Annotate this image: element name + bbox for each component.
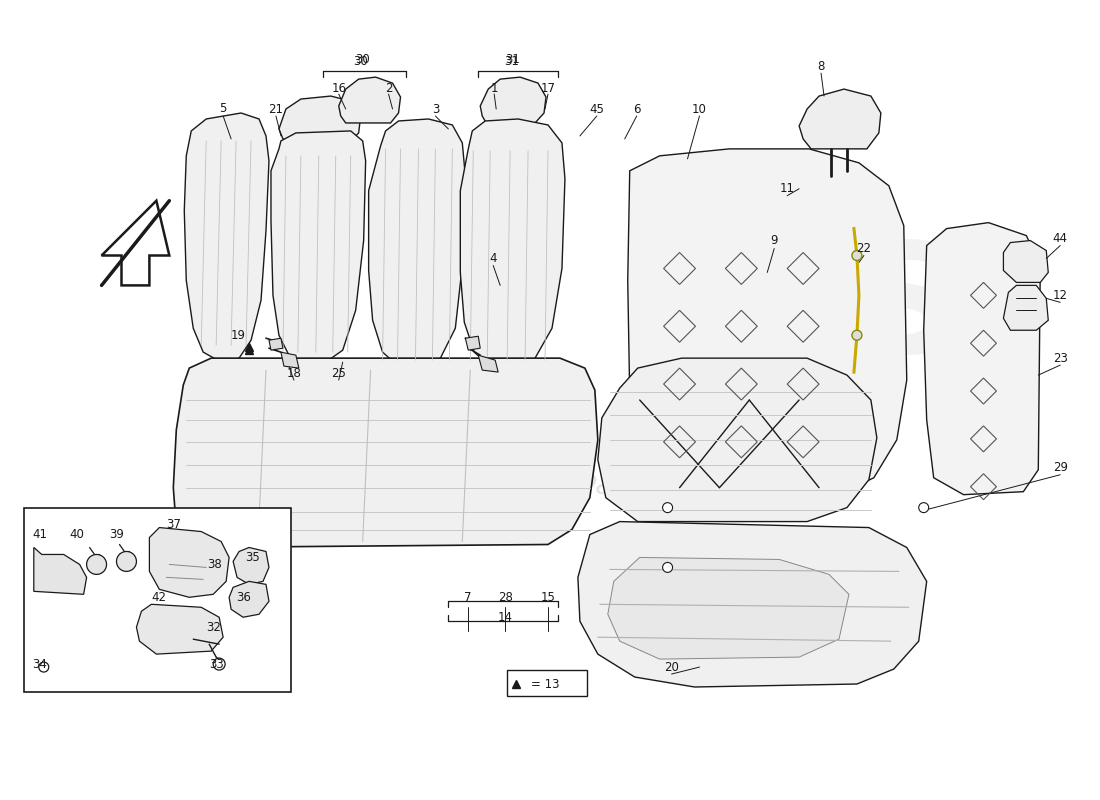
Text: 14: 14 — [497, 610, 513, 624]
Text: 18: 18 — [286, 366, 301, 379]
Polygon shape — [460, 119, 565, 368]
Circle shape — [918, 502, 928, 513]
Text: 8: 8 — [817, 60, 825, 73]
Text: 40: 40 — [69, 528, 84, 541]
Text: 29: 29 — [1053, 462, 1068, 474]
Text: 9: 9 — [770, 234, 778, 247]
Circle shape — [662, 502, 672, 513]
Text: 28: 28 — [497, 591, 513, 604]
Text: S: S — [854, 236, 964, 385]
Polygon shape — [101, 201, 169, 286]
Text: 22: 22 — [857, 242, 871, 255]
Text: 17: 17 — [540, 82, 556, 94]
Polygon shape — [150, 527, 229, 598]
Text: 12: 12 — [1053, 289, 1068, 302]
Polygon shape — [578, 522, 926, 687]
Text: 33: 33 — [209, 658, 223, 670]
Circle shape — [213, 658, 226, 670]
Text: 23: 23 — [1053, 352, 1068, 365]
Polygon shape — [368, 119, 465, 368]
Text: 19: 19 — [231, 329, 245, 342]
Text: 21: 21 — [268, 102, 284, 115]
Polygon shape — [229, 582, 270, 618]
Text: 25: 25 — [331, 366, 346, 379]
Bar — [24, 508, 290, 692]
Polygon shape — [608, 558, 849, 659]
Polygon shape — [478, 355, 498, 372]
Text: 6: 6 — [632, 102, 640, 115]
Polygon shape — [136, 604, 223, 654]
Text: 36: 36 — [236, 591, 252, 604]
Polygon shape — [280, 352, 299, 368]
Polygon shape — [628, 149, 906, 494]
Text: 7: 7 — [463, 591, 471, 604]
Text: 31: 31 — [504, 54, 518, 68]
Text: 30: 30 — [355, 53, 370, 66]
Circle shape — [87, 554, 107, 574]
Text: 37: 37 — [166, 518, 180, 531]
Text: 15: 15 — [540, 591, 556, 604]
Polygon shape — [279, 96, 361, 143]
Text: 31: 31 — [505, 53, 519, 66]
Polygon shape — [924, 222, 1041, 494]
Circle shape — [662, 562, 672, 572]
Polygon shape — [271, 131, 365, 365]
Text: a passion for parts: a passion for parts — [386, 405, 653, 515]
Text: 45: 45 — [590, 102, 604, 115]
Polygon shape — [1003, 241, 1048, 282]
Text: 35: 35 — [245, 551, 261, 564]
Text: 20: 20 — [664, 661, 679, 674]
Polygon shape — [185, 113, 270, 362]
Text: 32: 32 — [206, 621, 221, 634]
Text: 16: 16 — [331, 82, 346, 94]
Text: 42: 42 — [152, 591, 167, 604]
Polygon shape — [481, 77, 546, 123]
Circle shape — [851, 250, 862, 261]
Circle shape — [851, 330, 862, 340]
Polygon shape — [339, 77, 400, 123]
Text: G: G — [757, 236, 882, 385]
Circle shape — [39, 662, 48, 672]
Polygon shape — [465, 336, 481, 350]
Polygon shape — [799, 89, 881, 149]
Text: 2: 2 — [385, 82, 393, 94]
Text: 34: 34 — [32, 658, 47, 670]
Text: 3: 3 — [431, 102, 439, 115]
Polygon shape — [34, 547, 87, 594]
Text: 38: 38 — [207, 558, 221, 571]
Polygon shape — [597, 358, 877, 522]
FancyBboxPatch shape — [507, 670, 587, 696]
Circle shape — [117, 551, 136, 571]
Text: 5: 5 — [220, 102, 227, 114]
Text: 39: 39 — [109, 528, 124, 541]
Text: 1: 1 — [491, 82, 498, 94]
Polygon shape — [174, 358, 597, 547]
Polygon shape — [270, 338, 283, 350]
Polygon shape — [1003, 286, 1048, 330]
Text: = 13: = 13 — [531, 678, 559, 690]
Polygon shape — [233, 547, 270, 584]
Text: 10: 10 — [692, 102, 707, 115]
Text: 11: 11 — [780, 182, 794, 195]
Text: 30: 30 — [353, 54, 369, 68]
Text: 4: 4 — [490, 252, 497, 265]
Text: 44: 44 — [1053, 232, 1068, 245]
Text: 41: 41 — [32, 528, 47, 541]
